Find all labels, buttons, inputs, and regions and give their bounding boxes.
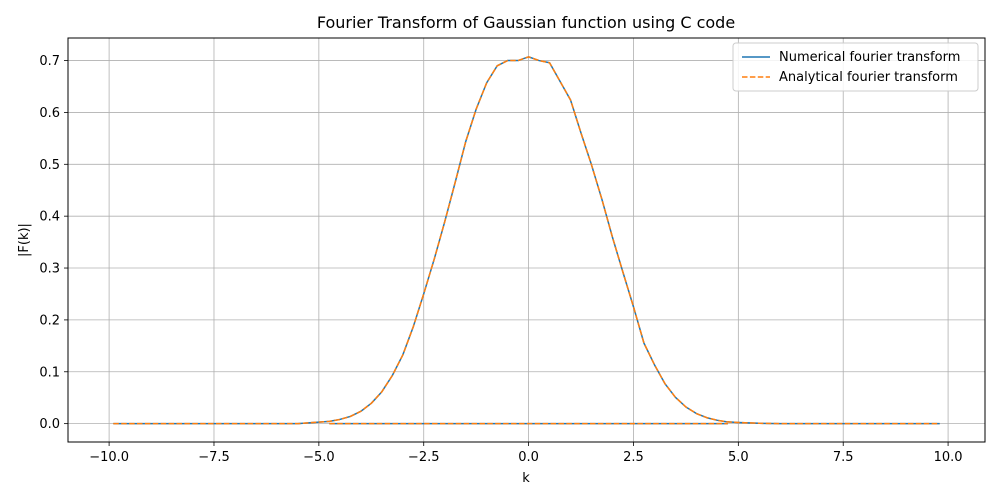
y-tick-label: 0.2 <box>39 313 60 328</box>
series-line-numerical <box>113 56 940 425</box>
x-tick-label: 2.5 <box>623 450 644 465</box>
plot-frame <box>67 37 986 443</box>
legend-label-analytical: Analytical fourier transform <box>779 70 958 85</box>
chart-title: Fourier Transform of Gaussian function u… <box>317 13 735 32</box>
x-tick-label: 0.0 <box>518 450 539 465</box>
x-tick-label: −7.5 <box>198 450 230 465</box>
y-tick-label: 0.1 <box>39 365 60 380</box>
grid <box>68 38 985 442</box>
legend-label-numerical: Numerical fourier transform <box>779 50 960 65</box>
y-tick-label: 0.4 <box>39 210 60 225</box>
series-line-analytical <box>113 56 940 425</box>
legend-box <box>732 42 979 92</box>
y-tick-label: 0.5 <box>39 158 60 173</box>
y-axis-label: |F(k)| <box>17 223 32 257</box>
x-tick-label: 5.0 <box>728 450 749 465</box>
legend: Numerical fourier transform Analytical f… <box>732 42 979 92</box>
x-tick-label: 7.5 <box>833 450 854 465</box>
x-axis-ticks: −10.0 −7.5 −5.0 −2.5 0.0 2.5 5.0 7.5 10.0 <box>89 442 963 465</box>
y-axis-ticks: 0.0 0.1 0.2 0.3 0.4 0.5 0.6 0.7 <box>39 54 68 432</box>
y-tick-label: 0.0 <box>39 417 60 432</box>
y-tick-label: 0.3 <box>39 262 60 277</box>
x-tick-label: 10.0 <box>934 450 963 465</box>
y-tick-label: 0.6 <box>39 106 60 121</box>
y-tick-label: 0.7 <box>39 54 60 69</box>
x-tick-label: −2.5 <box>408 450 440 465</box>
series-layer <box>113 56 940 425</box>
x-tick-label: −10.0 <box>89 450 129 465</box>
x-tick-label: −5.0 <box>303 450 335 465</box>
x-axis-label: k <box>522 471 530 486</box>
